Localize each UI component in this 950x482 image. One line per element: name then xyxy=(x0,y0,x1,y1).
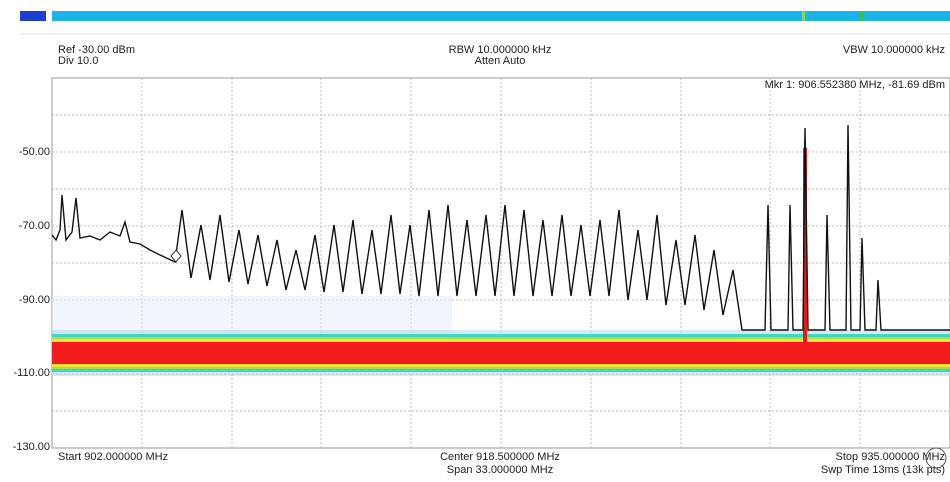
persistence-haze xyxy=(52,296,452,336)
sweep-time: Swp Time 13ms (13k pts) xyxy=(821,464,945,476)
rbw: RBW 10.000000 kHz xyxy=(449,44,552,56)
marker-readout: Mkr 1: 906.552380 MHz, -81.69 dBm xyxy=(765,79,945,91)
marker-diamond xyxy=(170,249,182,263)
y-label: -90.00 xyxy=(19,294,50,306)
grid xyxy=(51,77,950,449)
status-bar xyxy=(52,11,950,21)
vbw: VBW 10.000000 kHz xyxy=(843,44,945,56)
span: Span 33.000000 MHz xyxy=(447,464,553,476)
status-tick xyxy=(802,11,805,21)
center-freq: Center 918.500000 MHz xyxy=(440,451,560,463)
signal-spike xyxy=(803,148,807,343)
stop-freq: Stop 935.000000 MHz xyxy=(836,451,945,463)
start-freq: Start 902.000000 MHz xyxy=(58,451,168,463)
status-tick xyxy=(860,11,863,21)
max-hold-trace xyxy=(51,124,950,331)
y-label: -70.00 xyxy=(19,220,50,232)
y-label: -50.00 xyxy=(19,146,50,158)
persistence-trace xyxy=(52,140,950,376)
div-scale: Div 10.0 xyxy=(58,55,98,67)
attenuation: Atten Auto xyxy=(475,55,526,67)
y-label: -130.00 xyxy=(13,441,50,453)
status-indicator xyxy=(20,11,46,21)
ref-level: Ref -30.00 dBm xyxy=(58,44,135,56)
y-label: -110.00 xyxy=(14,367,51,379)
overlay-icon xyxy=(925,447,947,469)
noise-band-red xyxy=(52,342,950,364)
